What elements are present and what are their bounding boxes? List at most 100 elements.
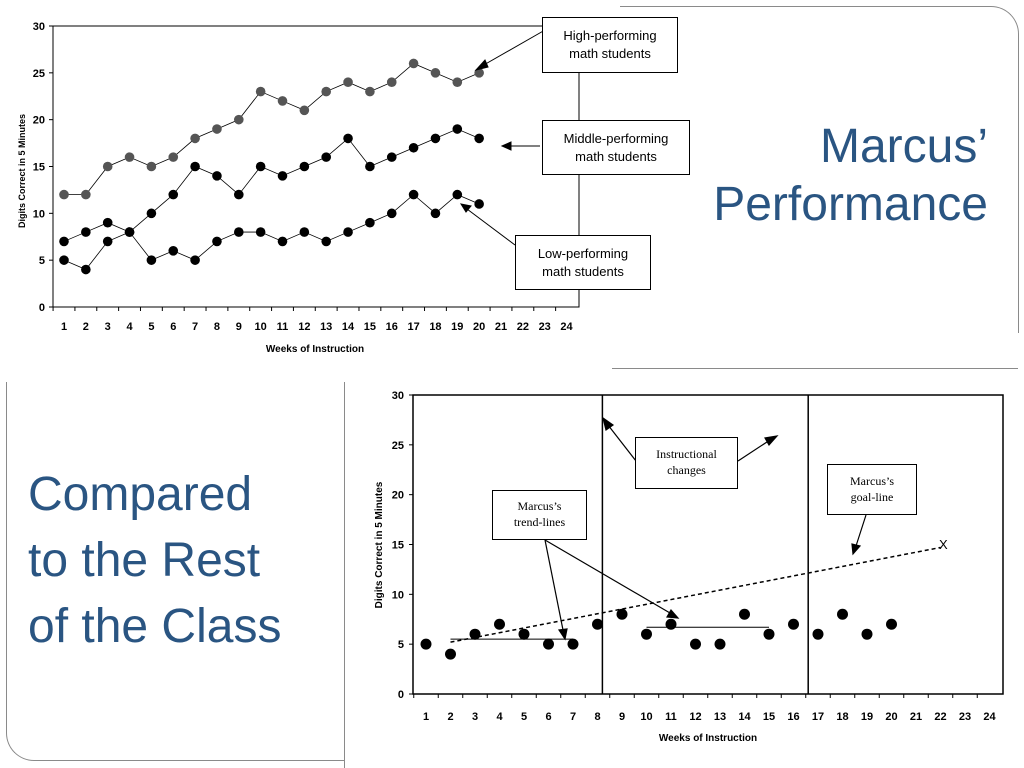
chart1-series-3-point (234, 227, 244, 237)
marcus-data-point (886, 618, 897, 630)
slide-frame-bottom (6, 382, 345, 761)
chart1-x-tick-label: 14 (342, 321, 355, 333)
chart2-x-tick-label: 6 (545, 711, 551, 723)
marcus-data-point (739, 608, 750, 620)
chart1-series-3-point (168, 246, 179, 256)
chart2-x-tick-label: 3 (472, 711, 478, 723)
chart1-series-1-point (255, 86, 266, 97)
arrowhead-icon (557, 628, 568, 641)
chart2-x-tick-label: 13 (714, 711, 726, 723)
chart1-series-3-point (190, 255, 200, 265)
callout-arrow-instructional-left (607, 424, 637, 462)
chart1-x-tick-label: 23 (539, 321, 551, 333)
chart1-series-3-point (212, 236, 222, 247)
marcus-data-point (567, 638, 579, 650)
chart1-y-tick-label: 20 (33, 115, 45, 127)
chart1-series-1-point (277, 96, 288, 106)
callout-low-performing: Low-performing math students (515, 235, 651, 290)
chart1-x-tick-label: 11 (277, 321, 289, 333)
chart2-x-tick-label: 15 (763, 711, 775, 723)
chart2-x-tick-label: 10 (640, 711, 652, 723)
chart1-plot-area (52, 25, 580, 308)
callout-middle-performing: Middle-performing math students (542, 120, 690, 175)
marcus-data-point (445, 648, 456, 660)
chart1-series-1-point (299, 105, 310, 116)
chart1-series-3-point (299, 227, 310, 237)
chart1-x-tick-label: 18 (429, 321, 441, 333)
divider-line-vertical (344, 382, 345, 768)
chart1-x-tick-label: 10 (255, 321, 267, 333)
marcus-data-point (665, 618, 677, 630)
marcus-data-point (616, 608, 628, 620)
chart1-x-tick-label: 7 (192, 321, 198, 333)
arrowhead-icon (459, 203, 472, 213)
chart2-x-tick-label: 17 (812, 711, 824, 723)
chart1-series-3-point (365, 217, 375, 228)
chart2-y-axis-title: Digits Correct in 5 Minutes (374, 481, 385, 608)
callout-trend-lines: Marcus’s trend-lines (492, 490, 587, 540)
marcus-data-point (690, 638, 701, 650)
chart1-series-3-point (255, 227, 266, 237)
chart1-series-2-point (430, 133, 441, 144)
chart2-x-tick-label: 24 (983, 711, 996, 723)
chart1-series-1-point (408, 58, 419, 69)
chart1-y-tick-label: 30 (33, 21, 45, 33)
chart1-series-1-point (343, 77, 353, 87)
chart1-series-3-point (59, 255, 69, 265)
slide-subtitle: Compared to the Rest of the Class (28, 468, 282, 654)
marcus-data-point (494, 618, 505, 630)
chart1-series-2-point (452, 124, 463, 134)
arrowhead-icon (474, 59, 489, 71)
marcus-data-point (592, 618, 603, 630)
chart2-x-tick-label: 21 (910, 711, 922, 723)
chart2-y-tick-label: 5 (398, 639, 404, 651)
goal-end-marker: X (939, 537, 948, 552)
chart1-series-2-point (102, 217, 113, 228)
chart1-series-3-point (81, 264, 91, 275)
chart1-series-2-point (299, 161, 310, 172)
chart1-y-axis-title: Digits Correct in 5 Minutes (17, 114, 27, 228)
arrowhead-icon (602, 416, 615, 432)
chart1-series-3-point (321, 236, 332, 247)
chart2-y-tick-label: 30 (392, 390, 404, 402)
chart2-x-tick-label: 2 (447, 711, 453, 723)
divider-line (612, 368, 1018, 369)
chart2-x-tick-label: 11 (665, 711, 677, 723)
chart1-y-tick-label: 10 (33, 208, 45, 220)
goal-line (450, 546, 941, 643)
callout-arrow-high (481, 29, 546, 67)
chart1-x-tick-label: 9 (236, 321, 242, 333)
chart2-x-tick-label: 18 (836, 711, 848, 723)
callout-high-performing: High-performing math students (542, 17, 678, 73)
chart1-series-2-point (81, 227, 91, 237)
chart1-series-1-point (430, 68, 441, 78)
chart1-x-tick-label: 17 (407, 321, 419, 333)
chart1-series-2-point (343, 133, 353, 144)
chart1-series-1-point (146, 161, 157, 172)
chart1-series-2-point (59, 236, 69, 247)
chart1-x-tick-label: 20 (473, 321, 485, 333)
chart2-y-tick-label: 25 (392, 440, 404, 452)
marcus-data-point (420, 638, 432, 650)
callout-arrow-instructional-right (737, 439, 771, 462)
chart1-x-tick-label: 24 (560, 321, 573, 333)
marcus-data-point (788, 618, 799, 630)
chart1-series-3-point (343, 227, 353, 237)
chart1-series-2-point (386, 152, 397, 162)
chart2-x-tick-label: 19 (861, 711, 873, 723)
slide-title: Marcus’ Performance (713, 120, 988, 231)
chart1-series-1-point (212, 124, 222, 134)
chart1-series-2-point (212, 171, 222, 181)
chart1-series-1-point (81, 189, 91, 200)
arrowhead-icon (666, 608, 680, 619)
chart1-series-2-point (474, 133, 484, 144)
chart1-x-tick-label: 6 (170, 321, 176, 333)
chart1-series-2-point (255, 161, 266, 172)
chart1-y-tick-label: 5 (39, 255, 45, 267)
chart1-series-1-point (190, 133, 200, 144)
chart2-x-axis-title: Weeks of Instruction (659, 733, 757, 744)
chart2-x-tick-label: 1 (423, 711, 429, 723)
chart1-series-3-point (277, 236, 288, 247)
chart1-series-1-point (234, 114, 244, 125)
chart1-callout-arrows (459, 29, 546, 246)
